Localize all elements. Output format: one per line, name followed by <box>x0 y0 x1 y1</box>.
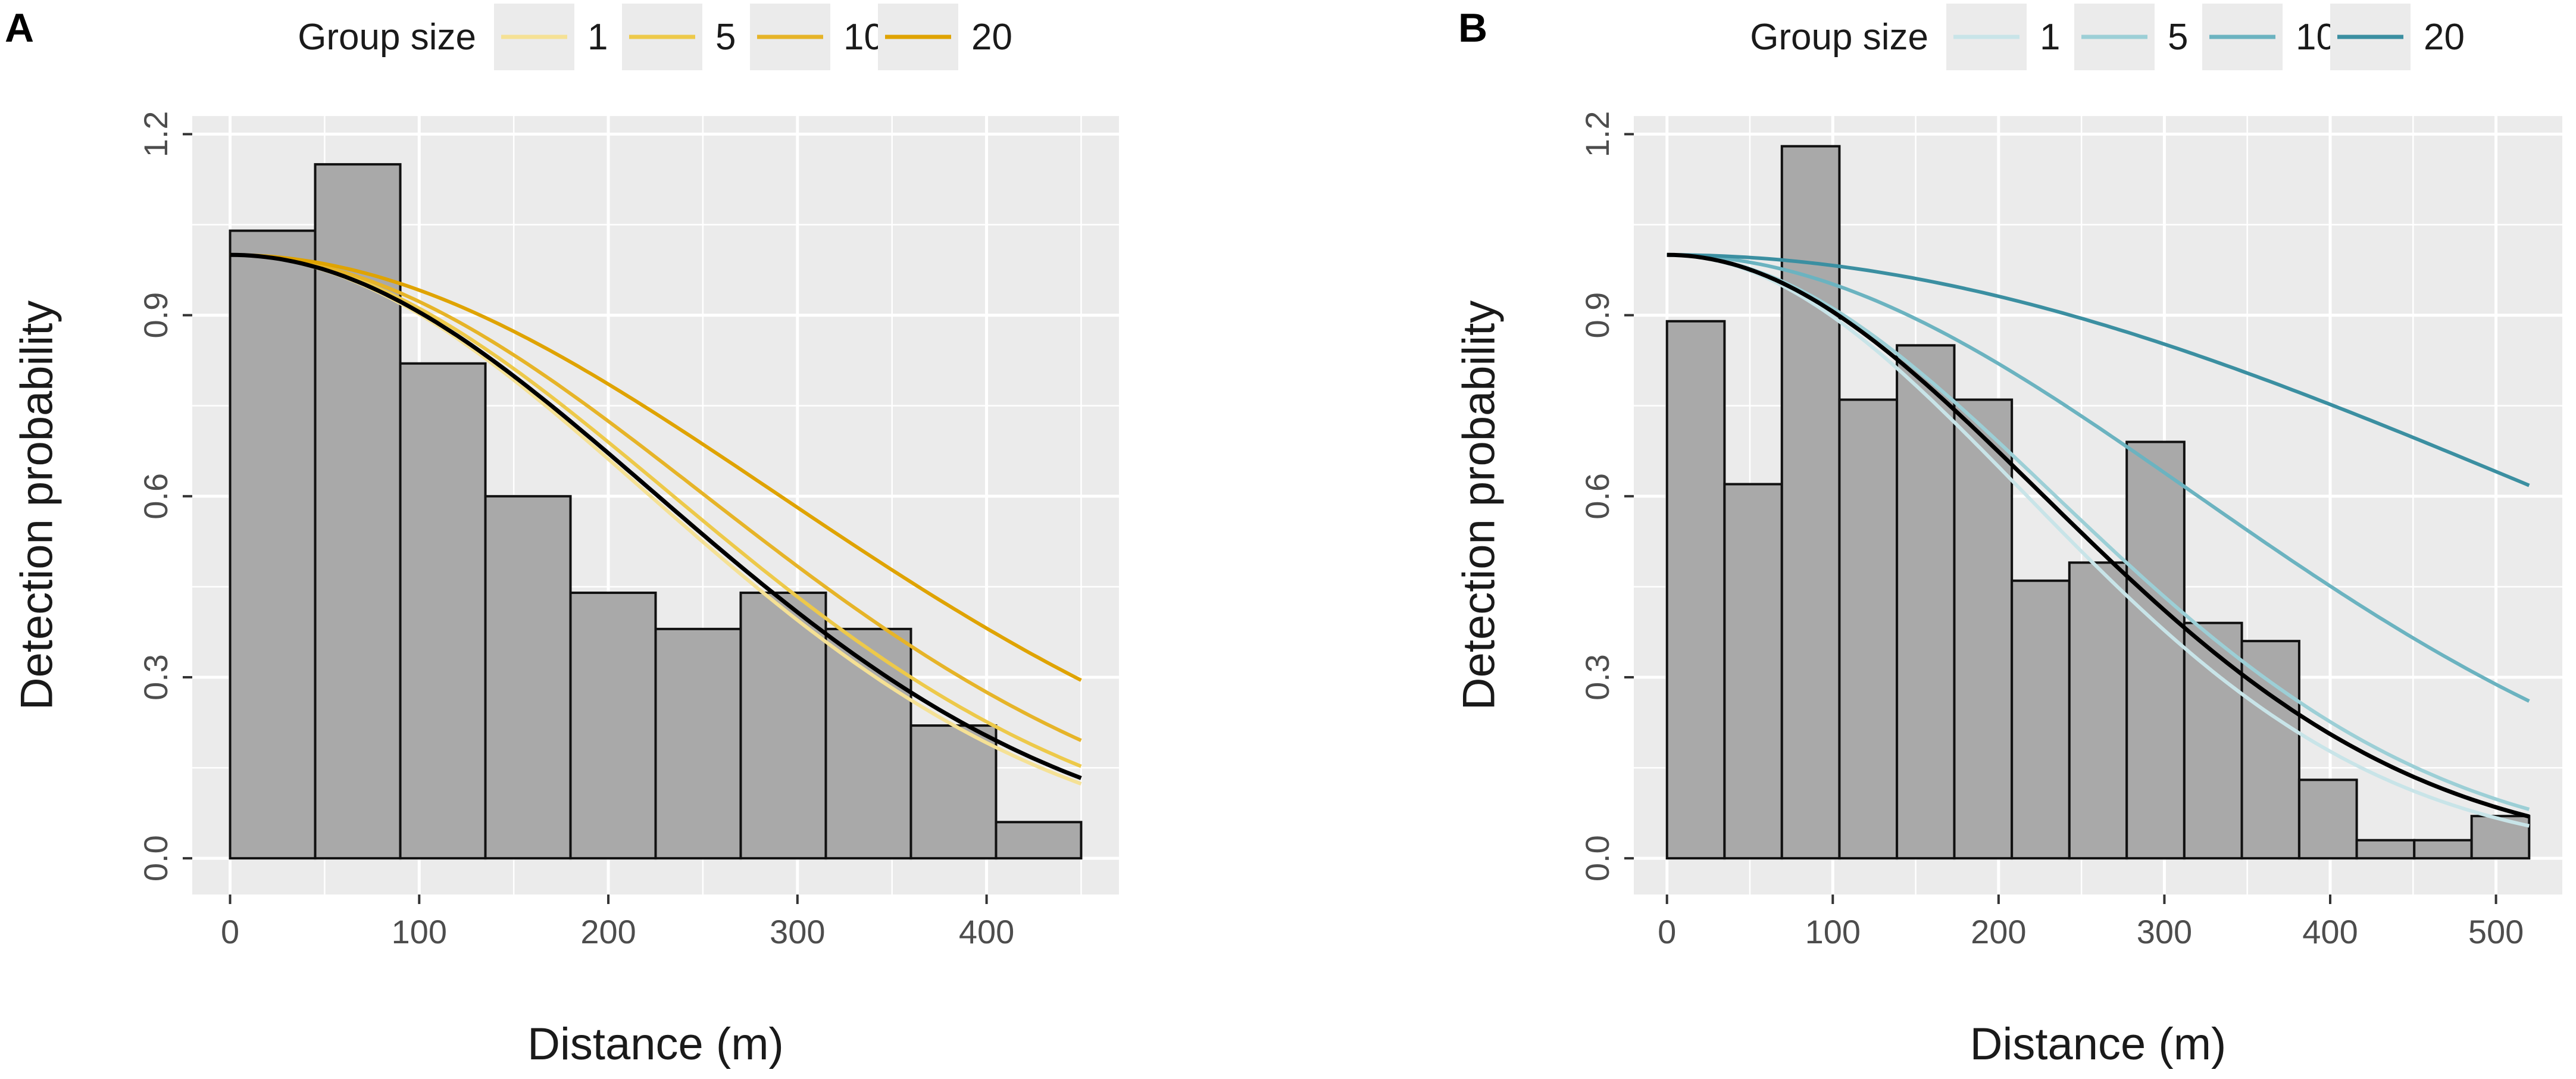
detection-curve-group-10 <box>230 253 1082 742</box>
detection-curve-group-1 <box>1667 253 2530 828</box>
histogram-bar-4 <box>1838 398 1899 860</box>
histogram-bar-5 <box>1896 344 1956 860</box>
x-tick-label-100: 100 <box>1805 913 1861 950</box>
histogram-bar-7 <box>2011 579 2071 860</box>
x-axis-title: Distance (m) <box>527 1019 784 1069</box>
histogram-bar-6 <box>654 627 742 860</box>
detection-curve-group-20 <box>1667 253 2530 487</box>
detection-curve-fitted <box>1667 252 2530 819</box>
histogram-bar-3 <box>1780 145 1841 860</box>
detection-curve-fitted <box>230 252 1082 780</box>
y-tick-label-0.9: 0.9 <box>1578 292 1616 339</box>
x-tick-label-200: 200 <box>580 913 636 950</box>
histogram-bar-9 <box>2125 440 2186 860</box>
y-axis-title: Detection probability <box>12 301 62 711</box>
panel-a: A Group size 1 5 10 200 100 200 300 4000.00.30.60… <box>5 4 1119 1069</box>
y-tick-label-0.6: 0.6 <box>137 473 174 520</box>
legend-label-5: 5 <box>715 17 736 58</box>
panel-label: B <box>1458 5 1487 51</box>
histogram-bar-2 <box>1723 483 1783 860</box>
histogram-bar-3 <box>399 362 487 860</box>
histogram-bar-5 <box>569 592 657 860</box>
histogram-bar-13 <box>2355 839 2416 860</box>
x-tick-label-200: 200 <box>1971 913 2026 950</box>
x-tick-label-300: 300 <box>770 913 825 950</box>
legend-label-1: 1 <box>587 17 608 58</box>
legend-label-1: 1 <box>2040 17 2060 58</box>
y-tick-label-0.3: 0.3 <box>137 654 174 700</box>
y-tick-label-0.0: 0.0 <box>137 835 174 881</box>
x-tick-label-500: 500 <box>2468 913 2524 950</box>
legend-label-20: 20 <box>971 17 1012 58</box>
histogram-bar-1 <box>1665 320 1726 860</box>
histogram-bar-4 <box>484 495 572 860</box>
x-axis-title: Distance (m) <box>1970 1019 2227 1069</box>
y-tick-label-0.3: 0.3 <box>1578 654 1616 700</box>
histogram-bar-12 <box>2297 778 2358 860</box>
x-tick-label-400: 400 <box>2302 913 2358 950</box>
panel-b: B Group size 1 5 10 200 100 200 300 400 5000.00.30… <box>1454 4 2562 1069</box>
y-axis-title: Detection probability <box>1454 301 1505 711</box>
histogram-bar-10 <box>2183 621 2243 860</box>
legend-label-5: 5 <box>2168 17 2188 58</box>
y-tick-label-1.2: 1.2 <box>1578 111 1616 157</box>
histogram-bar-9 <box>909 724 998 860</box>
y-tick-label-0.9: 0.9 <box>137 292 174 339</box>
histogram-bar-10 <box>995 821 1083 860</box>
panel-label: A <box>5 5 34 51</box>
legend-label-20: 20 <box>2424 17 2465 58</box>
y-tick-label-1.2: 1.2 <box>137 111 174 157</box>
x-tick-label-400: 400 <box>959 913 1014 950</box>
legend-label-10: 10 <box>843 17 884 58</box>
legend-title: Group size <box>1750 17 1928 58</box>
histogram-bar-8 <box>2068 561 2128 860</box>
detection-curve-group-5 <box>1667 253 2530 811</box>
detection-curve-group-10 <box>1667 253 2530 703</box>
histogram-bar-14 <box>2413 839 2473 860</box>
detection-curve-group-20 <box>230 253 1082 682</box>
y-tick-label-0.0: 0.0 <box>1578 835 1616 881</box>
x-tick-label-0: 0 <box>221 913 239 950</box>
histogram-bar-7 <box>739 592 827 860</box>
x-tick-label-300: 300 <box>2137 913 2192 950</box>
histogram-bar-1 <box>229 229 317 860</box>
legend-title: Group size <box>298 17 476 58</box>
histogram-bar-11 <box>2240 640 2300 860</box>
x-tick-label-100: 100 <box>392 913 447 950</box>
legend-label-10: 10 <box>2296 17 2337 58</box>
histogram-bar-6 <box>1953 398 2014 860</box>
x-tick-label-0: 0 <box>1658 913 1676 950</box>
y-tick-label-0.6: 0.6 <box>1578 473 1616 520</box>
